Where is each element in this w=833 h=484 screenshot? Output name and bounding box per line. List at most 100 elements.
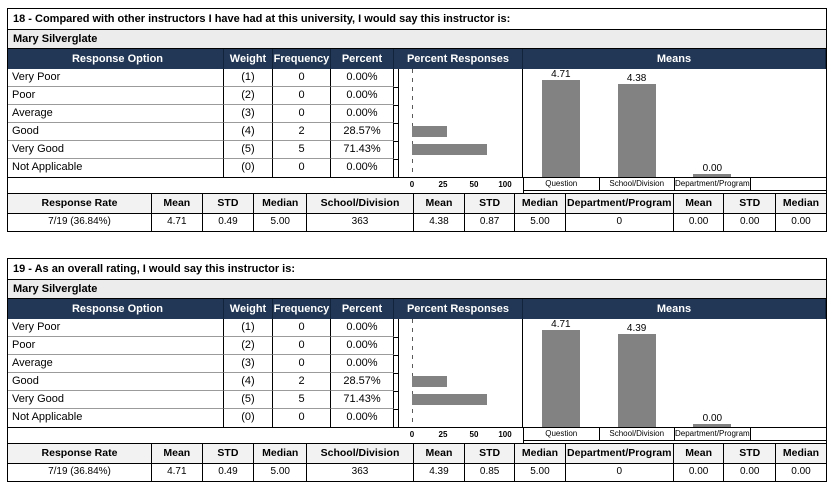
means-bar-group-school-division: 4.39: [599, 319, 675, 427]
axis-tick-label: 50: [469, 180, 479, 189]
means-bar: [693, 174, 732, 177]
response-label: Not Applicable: [8, 159, 224, 177]
frequency-value: 0: [273, 319, 331, 337]
summary-header: Mean: [152, 194, 203, 213]
frequency-value: 5: [273, 391, 331, 409]
axis-tick: [394, 337, 398, 338]
response-label: Poor: [8, 337, 224, 355]
table-row: Very Poor (1) 0 0.00%: [8, 319, 394, 337]
means-bar: [617, 84, 656, 177]
weight-value: (2): [224, 87, 273, 105]
means-axis-labels: Question School/Division Department/Prog…: [523, 428, 826, 443]
summary-value: 0.87: [465, 214, 516, 231]
weight-value: (3): [224, 355, 273, 373]
summary-header: STD: [203, 194, 255, 213]
table-row: Very Good (5) 5 71.43%: [8, 391, 394, 409]
response-label: Good: [8, 123, 224, 141]
weight-value: (0): [224, 409, 273, 427]
percent-value: 71.43%: [331, 141, 394, 159]
axis-tick-label: 0: [409, 180, 415, 189]
percent-value: 0.00%: [331, 337, 394, 355]
weight-value: (1): [224, 69, 273, 87]
table-row: Good (4) 2 28.57%: [8, 123, 394, 141]
summary-value: 0.49: [203, 214, 255, 231]
response-label: Very Poor: [8, 319, 224, 337]
summary-header: Department/Program: [566, 444, 674, 463]
summary-value: 0.85: [465, 464, 516, 481]
axis-tick-label: 100: [498, 180, 512, 189]
summary-value: 0: [566, 214, 674, 231]
col-header-weight: Weight: [224, 49, 273, 69]
axis-tick: [394, 87, 398, 88]
col-header-percent: Percent: [331, 49, 394, 69]
col-header-response-option: Response Option: [8, 299, 224, 319]
table-header-row: Response Option Weight Frequency Percent…: [8, 49, 826, 69]
means-bar-value: 4.39: [626, 323, 647, 334]
summary-header: Mean: [414, 444, 466, 463]
means-category-label: School/Division: [599, 178, 675, 191]
weight-value: (1): [224, 319, 273, 337]
response-table-body: Very Poor (1) 0 0.00% Poor (2) 0 0.00% A…: [8, 319, 826, 427]
percent-value: 0.00%: [331, 105, 394, 123]
means-bar-group-school-division: 4.38: [599, 69, 675, 177]
response-label: Very Poor: [8, 69, 224, 87]
summary-value: 7/19 (36.84%): [8, 214, 152, 231]
question-block-18: 18 - Compared with other instructors I h…: [7, 8, 827, 232]
col-header-percent-responses: Percent Responses: [394, 49, 523, 69]
summary-value: 5.00: [254, 464, 308, 481]
summary-table: Response Rate Mean STD Median School/Div…: [8, 193, 826, 231]
means-category-label: [750, 428, 826, 441]
axis-tick-label: 25: [438, 180, 448, 189]
means-bar-group-question: 4.71: [523, 319, 599, 427]
axis-tick-label: 0: [409, 430, 415, 439]
table-row: Not Applicable (0) 0 0.00%: [8, 159, 394, 177]
question-title: 18 - Compared with other instructors I h…: [8, 9, 826, 30]
col-header-response-option: Response Option: [8, 49, 224, 69]
summary-value: 363: [307, 214, 414, 231]
means-bar: [693, 424, 732, 427]
means-bar-group-empty: [750, 69, 826, 177]
summary-header: STD: [465, 194, 516, 213]
means-chart: 4.71 4.39 0.00: [523, 319, 826, 427]
summary-header: Median: [254, 444, 308, 463]
table-row: Average (3) 0 0.00%: [8, 355, 394, 373]
axis-tick: [394, 141, 398, 142]
summary-header: Median: [782, 447, 820, 459]
chart-zero-dashed-line: [412, 69, 413, 177]
means-axis-labels: Question School/Division Department/Prog…: [523, 178, 826, 193]
instructor-name: Mary Silverglate: [8, 280, 826, 299]
summary-value: 4.38: [414, 214, 466, 231]
summary-header: Response Rate: [8, 444, 152, 463]
summary-header: STD: [724, 194, 776, 213]
table-row: Very Poor (1) 0 0.00%: [8, 69, 394, 87]
axis-tick: [394, 391, 398, 392]
col-header-weight: Weight: [224, 299, 273, 319]
col-header-frequency: Frequency: [273, 299, 331, 319]
col-header-percent-responses: Percent Responses: [394, 299, 523, 319]
means-bar: [617, 334, 656, 427]
table-row: Average (3) 0 0.00%: [8, 105, 394, 123]
percent-responses-chart: [394, 319, 523, 427]
percent-bar: [412, 144, 487, 155]
response-label: Poor: [8, 87, 224, 105]
col-header-frequency: Frequency: [273, 49, 331, 69]
percent-bar: [412, 394, 487, 405]
instructor-name: Mary Silverglate: [8, 30, 826, 49]
percent-value: 0.00%: [331, 69, 394, 87]
frequency-value: 5: [273, 141, 331, 159]
summary-value: 0.00: [791, 216, 811, 227]
summary-value: 0.00: [791, 466, 811, 477]
percent-value: 28.57%: [331, 123, 394, 141]
summary-header: Median: [254, 194, 308, 213]
axis-tick-label: 50: [469, 430, 479, 439]
summary-header: Median: [515, 194, 566, 213]
percent-value: 71.43%: [331, 391, 394, 409]
summary-value: 0.00: [724, 214, 776, 231]
summary-header-row: Response Rate Mean STD Median School/Div…: [8, 194, 826, 214]
response-options: Very Poor (1) 0 0.00% Poor (2) 0 0.00% A…: [8, 69, 394, 177]
response-options: Very Poor (1) 0 0.00% Poor (2) 0 0.00% A…: [8, 319, 394, 427]
means-bar-value: 0.00: [702, 163, 723, 174]
frequency-value: 0: [273, 105, 331, 123]
summary-value: 0.49: [203, 464, 255, 481]
chart-y-axis-line: [398, 69, 399, 177]
